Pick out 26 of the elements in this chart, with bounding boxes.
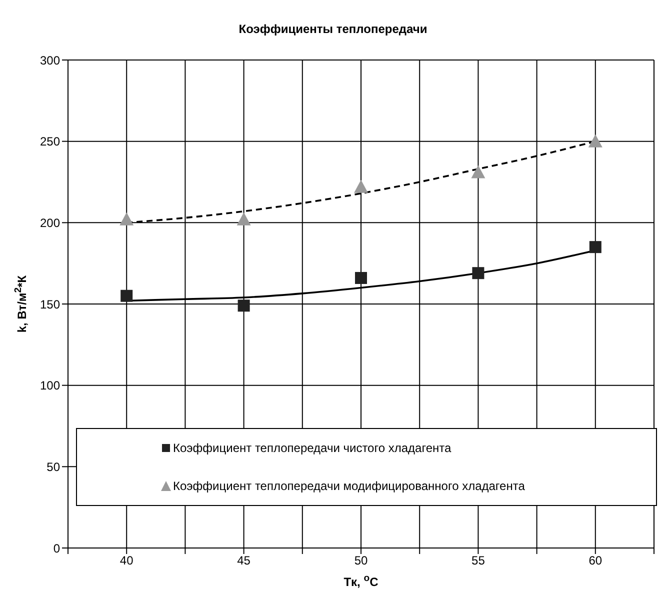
point	[588, 134, 602, 148]
x-tick-label: 45	[237, 554, 251, 568]
point	[472, 267, 484, 280]
x-tick-label: 55	[472, 554, 486, 568]
x-tick-label: 60	[588, 554, 602, 568]
x-tick-label: 50	[354, 554, 368, 568]
y-tick-label: 0	[53, 541, 60, 556]
point	[589, 241, 602, 254]
legend-label: Коэффициент теплопередачи модифицированного хладагента	[173, 479, 525, 493]
y-tick-label: 300	[40, 53, 60, 68]
point	[471, 165, 486, 178]
y-tick-label: 50	[46, 460, 60, 474]
y-tick-label: 250	[40, 134, 60, 149]
legend-label: Коэффициент теплопередачи чистого хладагента	[173, 441, 452, 455]
chart-title: Коэффициенты теплопередачи	[238, 22, 428, 36]
point	[120, 212, 134, 226]
y-tick-label: 100	[40, 378, 60, 393]
point	[120, 290, 133, 302]
x-axis-title: Tк, $^{o}$C	[344, 572, 379, 589]
point	[238, 300, 250, 312]
point	[236, 212, 251, 226]
point	[355, 272, 367, 284]
point	[354, 180, 368, 193]
y-tick-label: 150	[40, 297, 60, 312]
x-tick-label: 40	[120, 554, 134, 568]
y-tick-label: 200	[40, 216, 60, 230]
